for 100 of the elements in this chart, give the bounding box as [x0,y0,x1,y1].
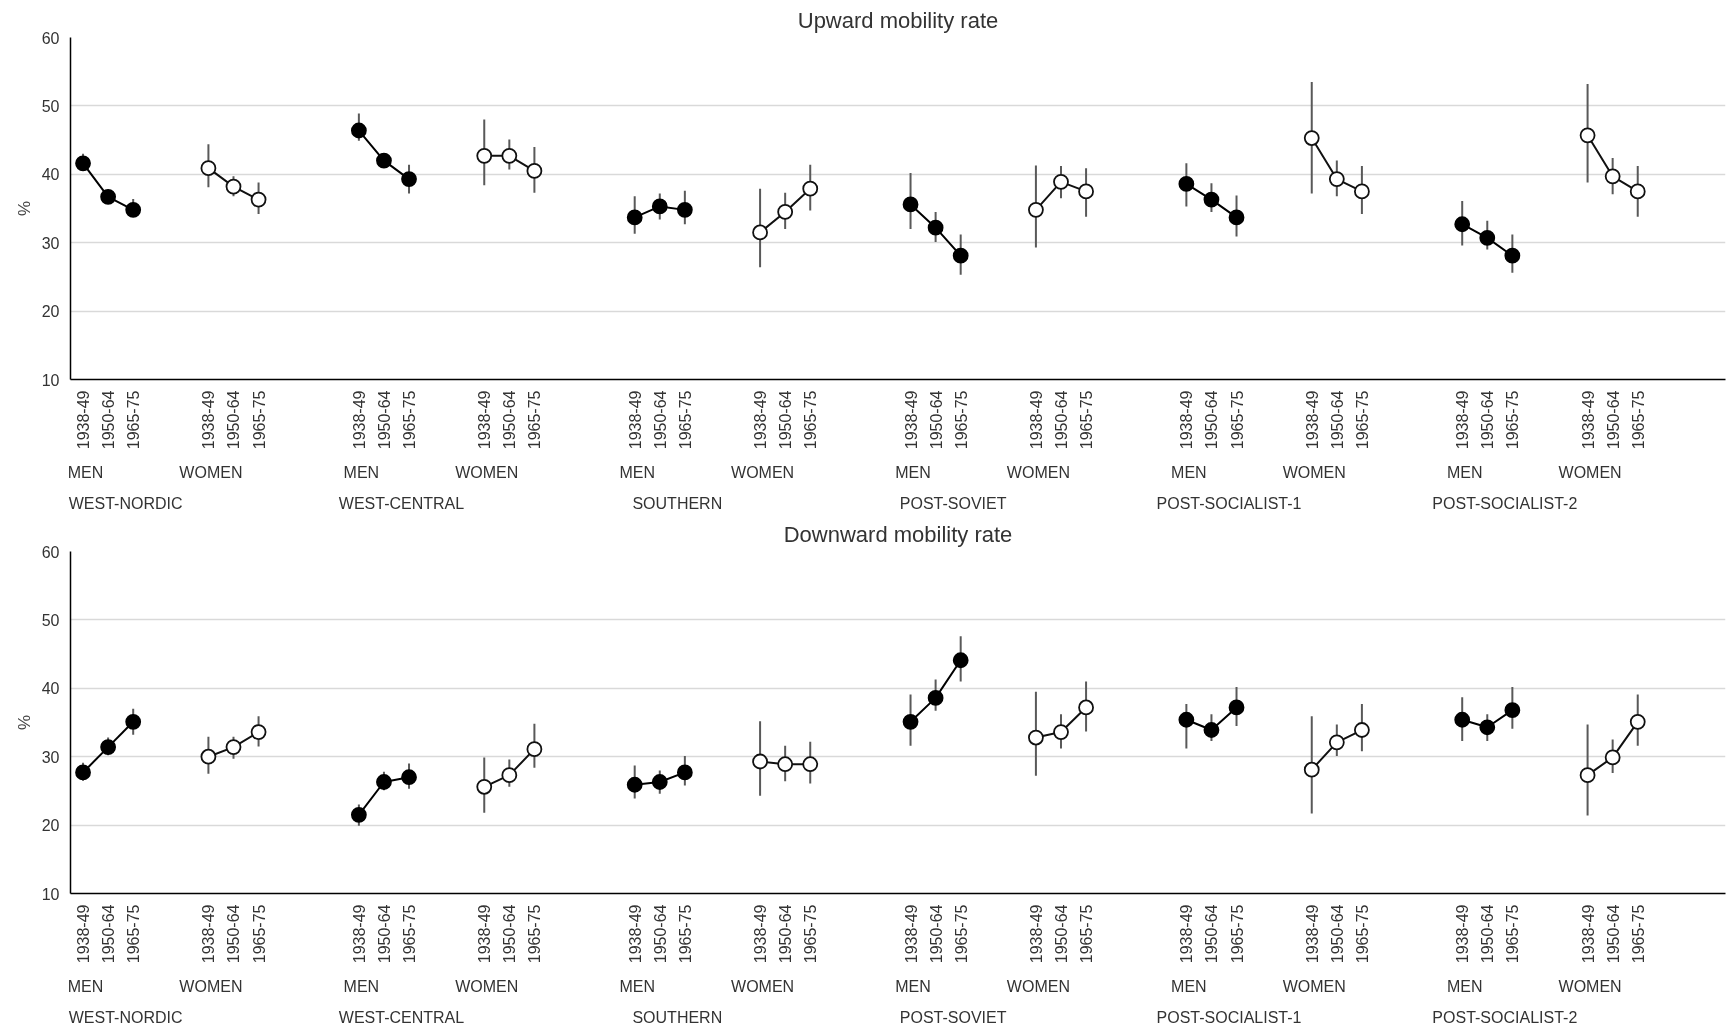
x-tick-label: 1950-64 [1052,390,1070,450]
chart-title: Downward mobility rate [783,521,1013,547]
x-tick-label: 1950-64 [1479,904,1497,964]
x-tick-label: 1965-75 [676,904,694,964]
x-tick-label: 1965-75 [1228,904,1246,964]
chart-title: Upward mobility rate [797,7,999,33]
x-tick-label: 1938-49 [350,904,368,964]
text: WOMEN [179,977,243,995]
x-tick-label: 1950-64 [501,390,519,450]
x-tick-label: 1938-49 [1178,390,1196,450]
text: MEN [1171,463,1207,481]
x-tick-label: 1938-49 [626,904,644,964]
y-tick-label: 60 [41,543,60,561]
x-tick-label: 1938-49 [1454,904,1472,964]
x-tick-label: 1965-75 [250,904,268,964]
text: WOMEN [179,463,243,481]
x-tick-label: 1938-49 [476,904,494,964]
x-tick-label: 1950-64 [225,904,243,964]
text: WOMEN [1282,977,1346,995]
x-tick-label: 1965-75 [1353,390,1371,450]
x-tick-label: 1938-49 [626,390,644,450]
text: SOUTHERN [632,1008,723,1026]
x-tick-label: 1950-64 [777,390,795,450]
x-tick-label: 1950-64 [1479,390,1497,450]
x-tick-label: 1965-75 [1078,390,1096,450]
text: MEN [895,977,931,995]
x-tick-label: 1950-64 [927,904,945,964]
x-tick-label: 1938-49 [200,390,218,450]
x-tick-label: 1950-64 [375,390,393,450]
text: WOMEN [1006,977,1070,995]
x-tick-label: 1938-49 [476,390,494,450]
text: WOMEN [1558,977,1622,995]
x-tick-label: 1938-49 [1178,904,1196,964]
x-tick-label: 1938-49 [75,390,93,450]
text: SOUTHERN [632,494,723,512]
text: POST-SOCIALIST-2 [1432,494,1578,512]
x-tick-label: 1938-49 [1303,390,1321,450]
x-tick-label: 1938-49 [1027,390,1045,450]
x-tick-label: 1950-64 [1203,390,1221,450]
x-tick-label: 1965-75 [125,390,143,450]
y-tick-label: 40 [41,680,60,698]
x-tick-label: 1938-49 [902,904,920,964]
x-tick-label: 1965-75 [526,390,544,450]
y-tick-label: 10 [41,371,60,389]
text: POST-SOVIET [899,1008,1007,1026]
x-tick-label: 1965-75 [1353,904,1371,964]
text: MEN [1446,977,1483,995]
text: WOMEN [731,463,795,481]
x-tick-label: 1950-64 [651,904,669,964]
text: POST-SOCIALIST-1 [1156,1008,1302,1026]
x-tick-label: 1965-75 [1629,390,1647,450]
text: WOMEN [731,977,795,995]
x-tick-label: 1938-49 [1579,904,1597,964]
y-tick-label: 40 [41,166,60,184]
x-tick-label: 1965-75 [952,904,970,964]
text: MEN [1446,463,1483,481]
text: MEN [67,463,104,481]
x-tick-label: 1950-64 [100,904,118,964]
x-tick-label: 1938-49 [1303,904,1321,964]
x-tick-label: 1938-49 [1579,390,1597,450]
text: WOMEN [1282,463,1346,481]
x-tick-label: 1950-64 [501,904,519,964]
y-tick-label: 20 [41,303,60,321]
x-tick-label: 1950-64 [1328,390,1346,450]
text: WOMEN [455,463,519,481]
text: POST-SOVIET [899,494,1007,512]
text: WOMEN [1558,463,1622,481]
x-tick-label: 1965-75 [1228,390,1246,450]
text: POST-SOCIALIST-2 [1432,1008,1578,1026]
text: MEN [67,977,104,995]
x-tick-label: 1965-75 [526,904,544,964]
text: POST-SOCIALIST-1 [1156,494,1302,512]
x-tick-label: 1950-64 [651,390,669,450]
text: MEN [895,463,931,481]
text: WEST-CENTRAL [338,1008,465,1026]
x-tick-label: 1965-75 [1504,904,1522,964]
x-tick-label: 1938-49 [75,904,93,964]
x-tick-label: 1965-75 [802,390,820,450]
y-tick-label: 50 [41,97,60,115]
x-tick-label: 1950-64 [1203,904,1221,964]
x-tick-label: 1965-75 [401,904,419,964]
text: WEST-NORDIC [68,494,183,512]
x-tick-label: 1950-64 [225,390,243,450]
x-tick-label: 1950-64 [100,390,118,450]
x-tick-label: 1938-49 [1027,904,1045,964]
x-tick-label: 1965-75 [1078,904,1096,964]
text: MEN [619,977,655,995]
text: WEST-CENTRAL [338,494,465,512]
x-tick-label: 1965-75 [676,390,694,450]
x-tick-label: 1950-64 [1328,904,1346,964]
text: WOMEN [1006,463,1070,481]
x-tick-label: 1950-64 [1604,904,1622,964]
x-tick-label: 1965-75 [401,390,419,450]
x-tick-label: 1950-64 [1052,904,1070,964]
text: MEN [1171,977,1207,995]
text: MEN [619,463,655,481]
text: MEN [343,463,380,481]
text: WEST-NORDIC [68,1008,183,1026]
x-tick-label: 1938-49 [1454,390,1472,450]
y-tick-label: 60 [41,29,60,47]
